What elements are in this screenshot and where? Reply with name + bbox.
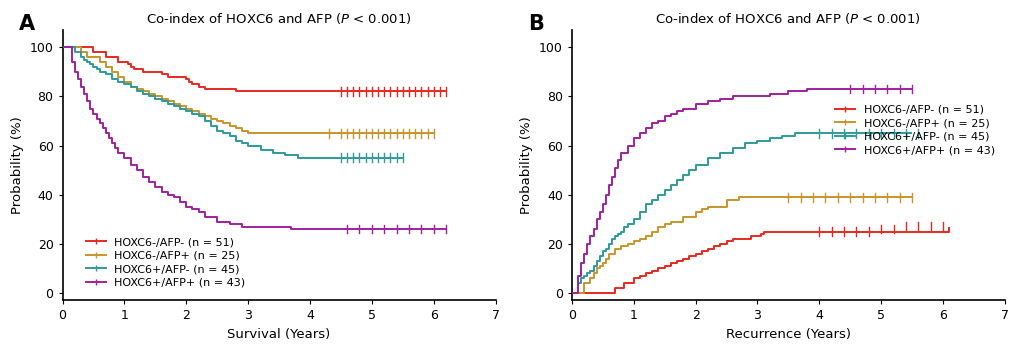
Legend: HOXC6-/AFP- (n = 51), HOXC6-/AFP+ (n = 25), HOXC6+/AFP- (n = 45), HOXC6+/AFP+ (n: HOXC6-/AFP- (n = 51), HOXC6-/AFP+ (n = 2… bbox=[82, 233, 250, 292]
X-axis label: Survival (Years): Survival (Years) bbox=[227, 328, 330, 341]
Legend: HOXC6-/AFP- (n = 51), HOXC6-/AFP+ (n = 25), HOXC6+/AFP- (n = 45), HOXC6+/AFP+ (n: HOXC6-/AFP- (n = 51), HOXC6-/AFP+ (n = 2… bbox=[829, 100, 999, 159]
Text: A: A bbox=[19, 14, 36, 34]
Text: B: B bbox=[528, 14, 544, 34]
Y-axis label: Probability (%): Probability (%) bbox=[11, 116, 24, 214]
Title: Co-index of HOXC6 and AFP ($\it{P}$ < 0.001): Co-index of HOXC6 and AFP ($\it{P}$ < 0.… bbox=[146, 11, 412, 26]
X-axis label: Recurrence (Years): Recurrence (Years) bbox=[726, 328, 850, 341]
Title: Co-index of HOXC6 and AFP ($\it{P}$ < 0.001): Co-index of HOXC6 and AFP ($\it{P}$ < 0.… bbox=[655, 11, 920, 26]
Y-axis label: Probability (%): Probability (%) bbox=[520, 116, 533, 214]
